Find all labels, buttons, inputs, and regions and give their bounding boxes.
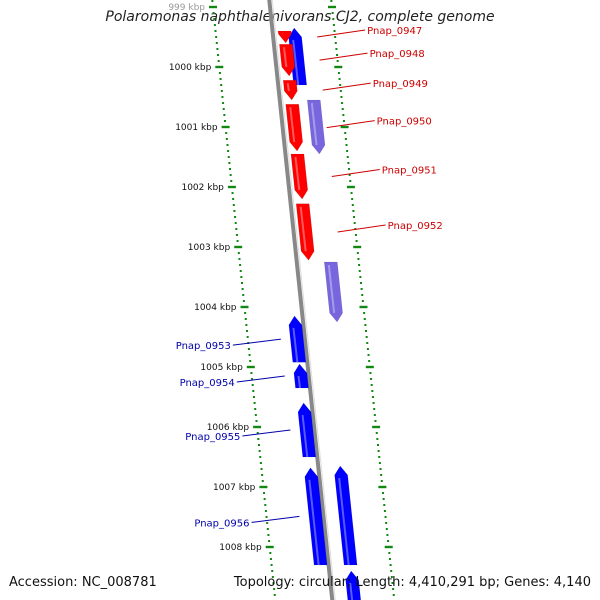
- gene-label-pnap_0951[interactable]: Pnap_0951: [382, 166, 437, 177]
- gene-arrow-pnap_0954: [293, 363, 309, 389]
- arrow-highlight: [282, 47, 288, 68]
- tick-label: 1006 kbp: [207, 423, 250, 433]
- gene-label-pnap_0952[interactable]: Pnap_0952: [388, 221, 443, 232]
- gene-label-pnap_0953[interactable]: Pnap_0953: [176, 341, 231, 352]
- gene-arrow-pnap_0948: [279, 43, 296, 77]
- gene-label-leader: [251, 515, 300, 523]
- gene-label-pnap_0955[interactable]: Pnap_0955: [185, 432, 240, 443]
- gene-label-leader: [337, 224, 386, 233]
- arrow-highlight: [297, 375, 302, 389]
- gene-label-leader: [326, 120, 375, 129]
- arrow-highlight: [286, 83, 290, 92]
- tick-label: 1003 kbp: [188, 243, 231, 253]
- gene-arrow-pnap_0952: [295, 203, 315, 261]
- gene-arrow-pnap_0947: [277, 30, 292, 44]
- arrow-highlight: [292, 327, 299, 363]
- gene-label-leader: [232, 338, 281, 346]
- backbone-highlight: [271, 0, 336, 600]
- tick-label: 999 kbp: [168, 3, 205, 13]
- feature-arrow: [306, 99, 326, 155]
- tick-label: 1002 kbp: [181, 183, 224, 193]
- gene-label-leader: [236, 375, 285, 383]
- arrow-highlight: [289, 107, 296, 143]
- arrow-highlight: [292, 39, 300, 86]
- tick-label: 1001 kbp: [175, 123, 218, 133]
- feature-arrow: [323, 261, 343, 323]
- accession-text: Accession: NC_008781: [9, 575, 157, 590]
- gene-arrow-pnap_0953: [288, 315, 307, 363]
- feature-arrow: [288, 27, 307, 86]
- gene-label-leader: [319, 52, 368, 61]
- gene-arrow-pnap_0950: [285, 103, 303, 152]
- tick-label: 1005 kbp: [200, 363, 243, 373]
- arrow-highlight: [310, 102, 318, 146]
- tick-label: 1007 kbp: [213, 483, 256, 493]
- arrow-highlight: [294, 156, 301, 191]
- genome-backbone: [267, 0, 336, 600]
- gene-label-leader: [242, 429, 291, 437]
- gene-label-pnap_0949[interactable]: Pnap_0949: [373, 79, 428, 90]
- tick-label: 1008 kbp: [219, 543, 262, 553]
- arrow-highlight: [299, 206, 307, 252]
- map-title: Polaromonas naphthalenivorans CJ2, compl…: [105, 9, 495, 25]
- feature-arrow: [334, 465, 358, 566]
- gene-labels: Pnap_0947 Pnap_0948 Pnap_0949 Pnap_0950 Pnap…: [176, 26, 443, 529]
- gene-label-pnap_0956[interactable]: Pnap_0956: [194, 518, 249, 529]
- gene-arrow-pnap_0951: [290, 153, 308, 200]
- tick-label: 1000 kbp: [169, 63, 212, 73]
- genome-features: [277, 27, 362, 600]
- backbone-line: [267, 0, 335, 600]
- gene-arrow-pnap_0956: [304, 467, 328, 566]
- gene-arrow-pnap_0949: [282, 79, 298, 101]
- gene-label-leader: [331, 169, 380, 177]
- tick-label: 1004 kbp: [194, 303, 237, 313]
- gene-arrow-pnap_0955: [297, 402, 317, 458]
- arrow-highlight: [308, 479, 320, 566]
- gene-label-leader: [322, 82, 371, 91]
- arrow-highlight: [301, 414, 309, 458]
- topology-text: Topology: circular; Length: 4,410,291 bp…: [233, 575, 591, 590]
- gene-label-pnap_0947[interactable]: Pnap_0947: [367, 26, 422, 37]
- gene-label-pnap_0954[interactable]: Pnap_0954: [180, 378, 235, 389]
- arrow-highlight: [327, 264, 336, 314]
- arrow-highlight: [349, 582, 354, 600]
- gene-label-leader: [317, 29, 366, 38]
- arrow-highlight: [338, 477, 350, 566]
- tick-marks: 999 kbp 1000 kbp 1001 kbp 1002 kbp 1003 kbp 1…: [168, 0, 395, 596]
- gene-label-pnap_0948[interactable]: Pnap_0948: [370, 49, 425, 60]
- gene-label-pnap_0950[interactable]: Pnap_0950: [377, 117, 432, 128]
